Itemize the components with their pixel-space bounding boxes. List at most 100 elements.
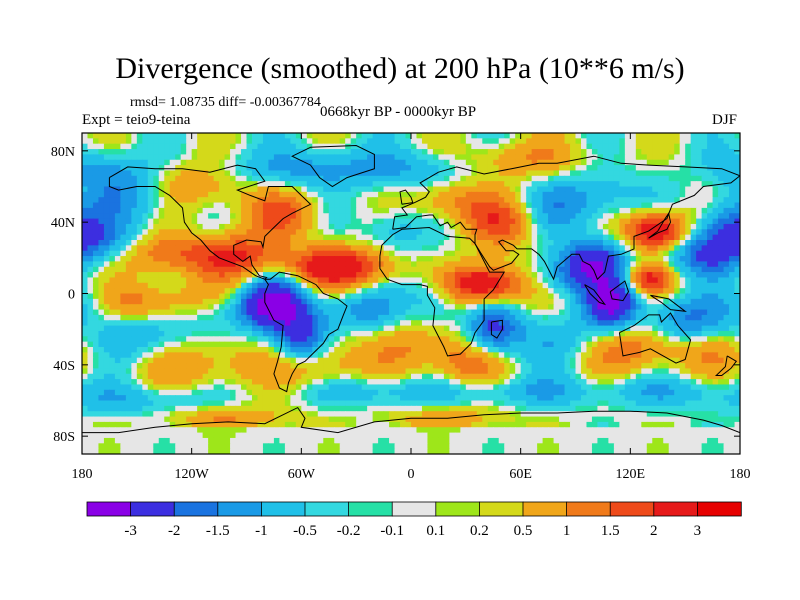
field-cell [103,197,111,204]
field-cell [389,143,396,150]
field-cell [186,229,193,236]
field-cell [460,250,467,257]
field-cell [186,288,193,295]
field-cell [219,266,226,273]
field-cell [454,256,461,262]
field-cell [213,293,220,300]
field-cell [312,245,319,252]
field-cell [701,282,708,289]
field-cell [251,234,259,241]
field-cell [723,218,730,225]
field-cell [542,288,549,295]
field-cell [284,330,291,337]
field-cell [142,191,149,198]
field-cell [257,288,264,295]
field-cell [284,325,291,332]
field-cell [273,298,280,305]
field-cell [323,298,330,305]
field-cell [449,186,456,193]
field-cell [147,336,154,343]
field-cell [646,325,653,332]
field-cell [224,330,231,337]
field-cell [548,347,555,353]
field-cell [120,181,127,188]
field-cell [251,159,259,166]
field-cell [389,293,396,300]
field-cell [306,149,313,155]
field-cell [378,240,385,246]
field-cell [613,133,620,139]
field-cell [389,154,396,161]
field-cell [120,336,127,343]
field-cell [290,266,297,273]
field-cell [153,293,160,300]
field-cell [164,213,171,220]
field-cell [487,175,494,182]
field-cell [559,165,566,172]
field-cell [646,207,653,214]
field-cell [416,191,423,198]
field-cell [251,138,259,145]
field-cell [520,293,527,300]
field-cell [635,282,642,289]
field-cell [559,234,566,241]
field-cell [268,266,275,273]
field-cell [284,229,291,236]
field-cell [537,191,544,198]
field-cell [411,272,418,279]
field-cell [520,309,527,316]
field-cell [334,304,341,311]
field-cell [213,330,220,337]
field-cell [411,352,418,359]
field-cell [208,272,215,279]
field-cell [158,330,165,337]
field-cell [564,186,571,193]
field-cell [92,186,100,193]
field-cell [504,304,511,311]
field-cell [103,250,111,257]
field-cell [619,330,626,337]
field-cell [482,293,489,300]
field-cell [663,229,670,236]
field-cell [241,191,248,198]
field-cell [219,133,226,139]
field-cell [92,202,100,209]
field-cell [350,282,357,289]
field-cell [125,277,132,284]
field-cell [438,282,445,289]
field-cell [668,293,675,300]
field-cell [624,240,631,246]
field-cell [317,154,324,161]
field-cell [175,352,182,359]
field-cell [400,197,407,204]
field-cell [241,256,248,262]
field-cell [328,314,335,321]
field-cell [635,341,642,348]
field-cell [169,191,176,198]
field-cell [361,213,368,220]
field-cell [246,170,253,177]
field-cell [624,298,631,305]
field-cell [421,207,429,214]
field-cell [197,186,204,193]
field-cell [411,336,418,343]
field-cell [619,325,626,332]
field-cell [707,288,714,295]
field-cell [548,149,555,155]
field-cell [471,181,478,188]
field-cell [690,202,697,209]
field-cell [372,207,379,214]
field-cell [361,314,368,321]
field-cell [537,282,544,289]
field-cell [383,330,390,337]
field-cell [454,261,461,268]
field-cell [707,234,714,241]
field-cell [723,336,730,343]
field-cell [707,218,714,225]
field-cell [339,288,346,295]
field-cell [663,330,670,337]
field-cell [378,330,385,337]
field-cell [92,133,100,139]
field-cell [372,197,379,204]
field-cell [635,240,642,246]
